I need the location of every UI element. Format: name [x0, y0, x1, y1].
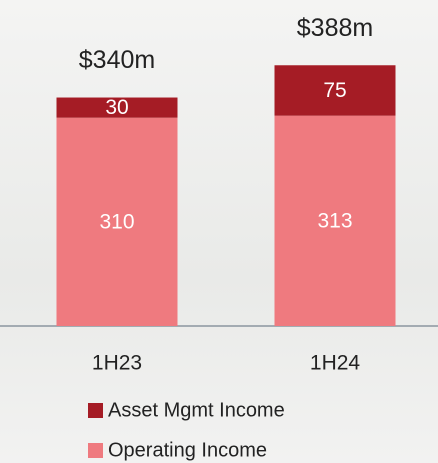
legend-swatch	[88, 443, 103, 458]
bar-segment	[274, 115, 396, 326]
value-label: 313	[317, 209, 352, 232]
x-tick-label: 1H24	[310, 352, 361, 375]
value-label: 75	[323, 79, 346, 102]
legend-swatch	[88, 403, 103, 418]
value-label: 30	[105, 96, 128, 119]
total-label: $388m	[297, 14, 373, 42]
legend-label: Operating Income	[108, 439, 267, 461]
total-label: $340m	[79, 46, 155, 74]
bar-segment	[274, 65, 396, 116]
legend-label: Asset Mgmt Income	[108, 399, 285, 421]
x-tick-label: 1H23	[92, 352, 142, 375]
bar-segment	[56, 97, 178, 118]
value-label: 310	[99, 210, 134, 233]
bar-segment	[56, 117, 178, 327]
